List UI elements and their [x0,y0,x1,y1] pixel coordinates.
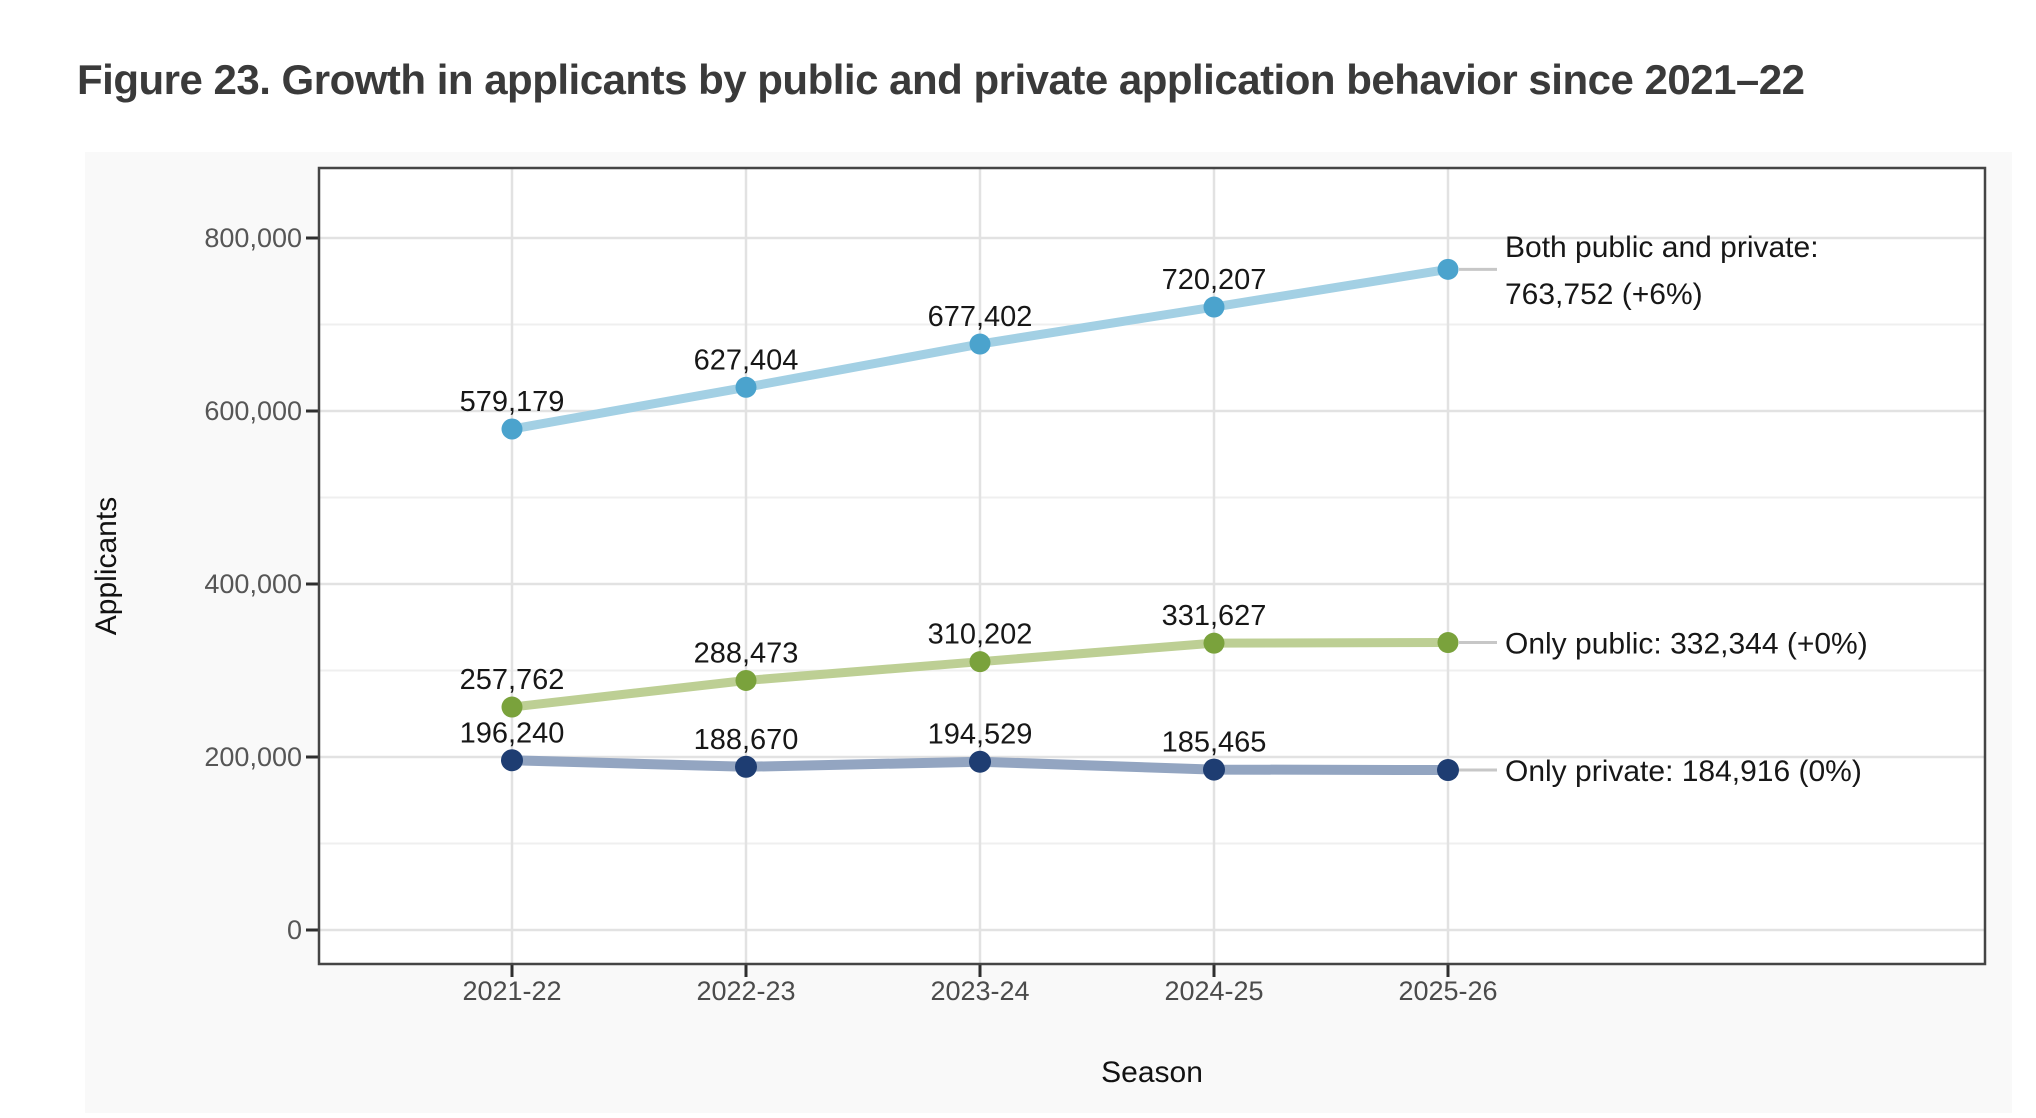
y-tick-label: 400,000 [204,569,302,599]
point-label-private-3: 185,465 [1162,727,1267,759]
point-label-public-2: 310,202 [928,619,1033,651]
point-label-private-0: 196,240 [460,717,565,749]
data-point-public-1 [735,669,757,691]
data-point-private-1 [735,755,757,778]
data-point-public-3 [1203,632,1225,654]
point-label-private-2: 194,529 [928,719,1033,751]
point-label-private-1: 188,670 [694,724,799,756]
x-tick-label: 2023-24 [930,976,1029,1006]
x-tick-label: 2021-22 [462,976,561,1006]
y-tick-label: 0 [287,915,302,945]
data-point-private-4 [1437,759,1459,782]
panel-border [317,166,1987,966]
x-tick-label: 2025-26 [1398,976,1497,1006]
data-point-both-0 [501,418,523,440]
point-label-public-0: 257,762 [460,664,565,696]
point-label-both-3: 720,207 [1162,264,1267,296]
data-point-both-4 [1437,258,1459,280]
y-tick-label: 600,000 [204,396,302,426]
annotation-label-both: Both public and private: 763,752 (+6%) [1505,231,1819,311]
data-point-both-2 [969,333,991,355]
x-axis-title: Season [1101,1056,1203,1089]
data-point-both-3 [1203,296,1225,318]
data-point-private-0 [501,749,523,772]
point-label-public-3: 331,627 [1162,600,1267,632]
data-point-private-3 [1203,758,1225,781]
point-label-public-1: 288,473 [694,637,799,669]
page-title: Figure 23. Growth in applicants by publi… [77,56,1805,103]
data-point-public-0 [501,696,523,718]
y-tick-label: 800,000 [204,223,302,253]
data-point-public-2 [969,651,991,673]
x-tick-label: 2022-23 [696,976,795,1006]
data-point-public-4 [1437,632,1459,654]
data-point-both-1 [735,376,757,398]
point-label-both-0: 579,179 [460,386,565,418]
annotation-label-public: Only public: 332,344 (+0%) [1505,628,1868,661]
data-point-private-2 [969,750,991,773]
annotation-label-private: Only private: 184,916 (0%) [1505,755,1862,788]
point-label-both-2: 677,402 [928,301,1033,333]
plot-panel [319,168,1985,964]
y-tick-label: 200,000 [204,742,302,772]
point-label-both-1: 627,404 [694,344,799,376]
y-axis-title: Applicants [90,497,123,635]
x-tick-label: 2024-25 [1164,976,1263,1006]
